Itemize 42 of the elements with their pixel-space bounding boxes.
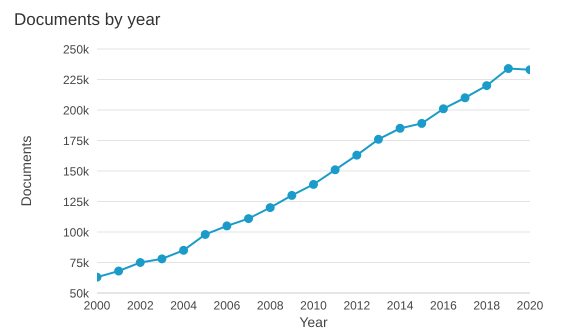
x-tick-label: 2004 xyxy=(170,298,198,313)
point xyxy=(266,203,275,212)
point xyxy=(157,254,166,264)
point xyxy=(287,190,296,200)
point xyxy=(179,246,188,255)
x-tick-label: 2014 xyxy=(386,298,414,313)
point xyxy=(136,258,145,267)
y-axis-title: Documents xyxy=(18,136,34,206)
x-tick-label: 2000 xyxy=(84,298,111,313)
point xyxy=(330,165,340,174)
x-axis-title: Year xyxy=(299,314,328,330)
y-tick-label: 250k xyxy=(62,42,90,56)
point xyxy=(482,81,492,90)
y-tick-label: 125k xyxy=(62,194,90,209)
y-tick-label: 150k xyxy=(62,164,90,178)
x-tick-label: 2006 xyxy=(214,298,241,313)
y-tick-label: 225k xyxy=(62,72,90,87)
y-tick-label: 175k xyxy=(62,134,90,148)
y-tick-label: 200k xyxy=(62,103,90,118)
point xyxy=(460,93,470,102)
point xyxy=(222,221,232,230)
point xyxy=(504,64,513,74)
x-tick-label: 2002 xyxy=(126,298,154,313)
x-tick-label: 2010 xyxy=(300,298,328,313)
x-tick-label: 2016 xyxy=(430,298,458,313)
x-tick-label: 2008 xyxy=(256,298,284,313)
point xyxy=(352,150,362,160)
y-tick-label: 50k xyxy=(70,286,90,300)
x-tick-label: 2012 xyxy=(343,298,370,313)
point xyxy=(200,230,210,239)
point xyxy=(374,134,383,144)
y-tick-label: 100k xyxy=(62,225,90,240)
point xyxy=(309,180,318,189)
point xyxy=(438,104,448,114)
point xyxy=(396,124,405,133)
y-tick-label: 75k xyxy=(70,256,90,270)
point xyxy=(417,118,426,128)
x-tick-label: 2020 xyxy=(516,298,544,313)
x-tick-label: 2018 xyxy=(473,298,500,313)
point xyxy=(244,214,254,224)
point xyxy=(114,266,124,276)
chart-title: Documents by year xyxy=(14,10,160,30)
